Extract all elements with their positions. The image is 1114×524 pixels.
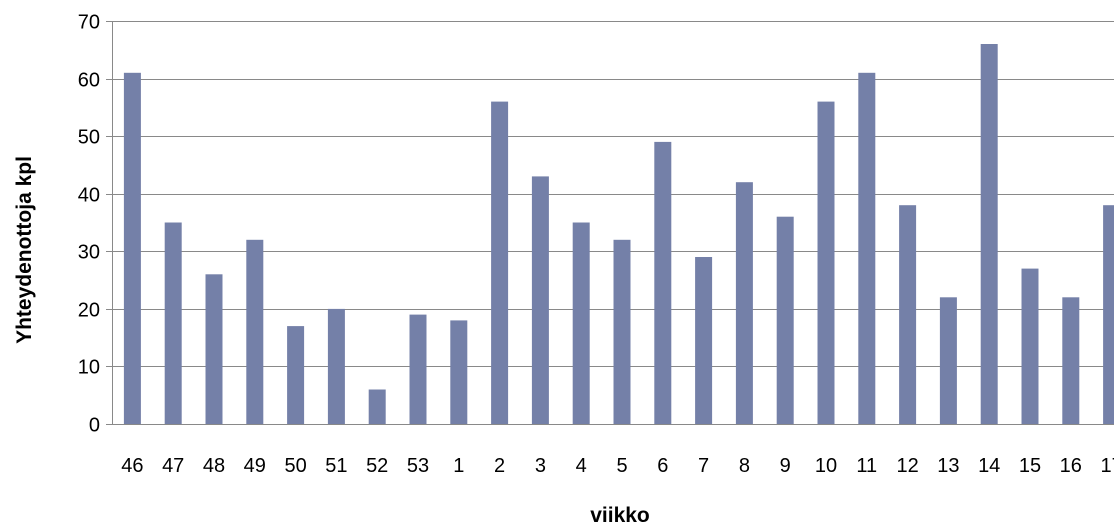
bar-week-46	[123, 72, 141, 425]
x-tick-label: 52	[366, 455, 388, 477]
x-tick-label: 9	[780, 455, 791, 477]
bar-week-16	[1062, 297, 1080, 424]
bar-week-14	[980, 44, 998, 424]
bar-week-7	[695, 257, 713, 424]
bar-week-53	[409, 314, 427, 424]
bar-week-15	[1021, 268, 1039, 424]
x-tick-label: 16	[1060, 455, 1082, 477]
x-tick-label: 7	[698, 455, 709, 477]
bar-week-13	[939, 297, 957, 424]
bar-week-2	[491, 101, 509, 424]
bar-week-8	[735, 182, 753, 424]
axes	[106, 21, 1114, 425]
x-tick-label: 2	[494, 455, 505, 477]
bar-week-48	[205, 274, 223, 424]
x-tick-label: 8	[739, 455, 750, 477]
x-tick-label: 12	[896, 455, 918, 477]
x-tick-label: 46	[121, 455, 143, 477]
bar-week-5	[613, 239, 631, 424]
x-tick-label: 53	[407, 455, 429, 477]
x-tick-label: 1	[453, 455, 464, 477]
x-tick-label: 14	[978, 455, 1000, 477]
x-tick-label: 49	[244, 455, 266, 477]
bar-week-52	[368, 389, 386, 424]
bar-week-47	[164, 222, 182, 424]
x-tick-label: 13	[937, 455, 959, 477]
x-tick-label: 3	[535, 455, 546, 477]
x-tick-label: 5	[616, 455, 627, 477]
x-tick-label: 48	[203, 455, 225, 477]
y-tick-label: 10	[78, 357, 100, 379]
bar-week-50	[287, 326, 305, 424]
gridlines	[112, 21, 1114, 367]
x-tick-label: 4	[576, 455, 587, 477]
y-tick-label: 0	[89, 415, 100, 437]
x-axis-title: viikko	[590, 504, 650, 524]
x-tick-label: 11	[856, 455, 877, 477]
bar-week-6	[654, 141, 672, 424]
x-tick-label: 47	[162, 455, 184, 477]
bar-week-12	[899, 205, 917, 424]
y-tick-label: 40	[78, 185, 100, 207]
x-tick-label: 50	[284, 455, 306, 477]
bar-week-1	[450, 320, 468, 424]
y-tick-label: 50	[78, 127, 100, 149]
x-tick-labels: 46 47 48 49 50 51 52 53 1 2 3 4 5 6 7 8 9 10 11 12 13 14 15 16 1…	[121, 455, 1114, 477]
y-tick-label: 70	[78, 12, 100, 34]
x-tick-label: 10	[815, 455, 837, 477]
bar-week-51	[327, 308, 345, 424]
x-tick-label: 6	[657, 455, 668, 477]
bar-week-10	[817, 101, 835, 424]
x-tick-label: 51	[325, 455, 347, 477]
bar-week-49	[246, 239, 264, 424]
y-tick-label: 60	[78, 70, 100, 92]
bar-week-4	[572, 222, 590, 424]
bars	[123, 44, 1114, 425]
bar-week-11	[858, 72, 876, 425]
y-tick-label: 30	[78, 242, 100, 264]
y-axis-title: Yhteydenottoja kpl	[13, 156, 36, 344]
bar-week-17	[1103, 205, 1114, 424]
y-tick-label: 20	[78, 300, 100, 322]
bar-week-3	[531, 176, 549, 424]
x-tick-label: 17	[1100, 455, 1114, 477]
x-tick-label: 15	[1019, 455, 1041, 477]
bar-week-9	[776, 216, 794, 424]
y-tick-labels: 0 10 20 30 40 50 60 70	[78, 12, 100, 437]
